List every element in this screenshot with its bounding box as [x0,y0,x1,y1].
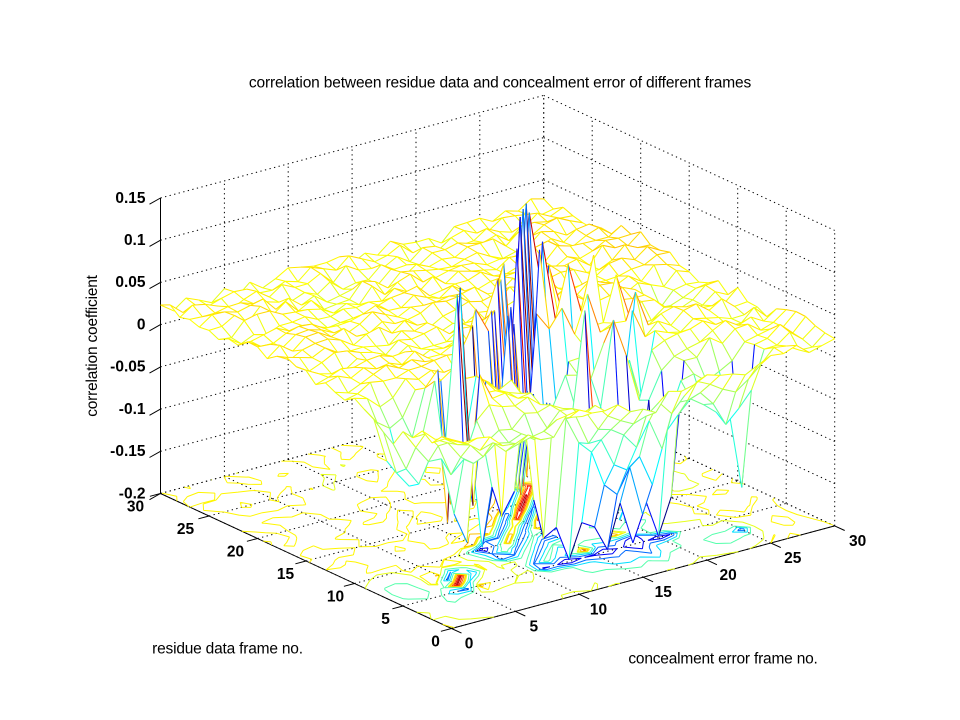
svg-text:5: 5 [529,618,538,635]
svg-text:0.05: 0.05 [115,274,146,291]
svg-text:25: 25 [784,550,802,567]
svg-text:20: 20 [227,544,244,561]
svg-text:15: 15 [277,566,295,583]
svg-text:-0.1: -0.1 [119,401,146,418]
svg-text:30: 30 [849,533,866,550]
svg-text:10: 10 [327,589,344,606]
svg-text:-0.2: -0.2 [119,485,146,502]
svg-text:0: 0 [137,316,146,333]
svg-text:-0.15: -0.15 [110,443,146,460]
svg-text:30: 30 [127,499,144,516]
svg-text:-0.05: -0.05 [110,359,146,376]
svg-text:25: 25 [177,521,195,538]
svg-text:correlation between residue da: correlation between residue data and con… [249,75,752,92]
svg-text:0: 0 [465,636,474,653]
svg-text:10: 10 [590,601,607,618]
svg-text:5: 5 [381,611,390,628]
svg-text:concealment error frame no.: concealment error frame no. [628,651,817,668]
svg-text:correlation coefficient: correlation coefficient [84,274,101,416]
svg-text:residue data frame no.: residue data frame no. [152,641,303,658]
svg-text:15: 15 [655,584,673,601]
svg-text:20: 20 [719,567,736,584]
svg-text:0.15: 0.15 [115,190,146,207]
svg-text:0: 0 [431,634,440,651]
svg-text:0.1: 0.1 [124,232,146,249]
